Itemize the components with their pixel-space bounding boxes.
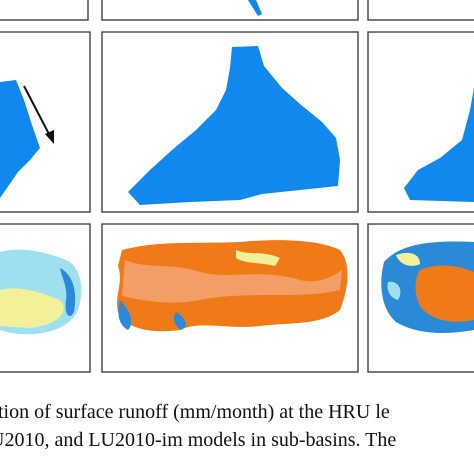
runoff-map (236, 250, 280, 266)
runoff-map (415, 265, 474, 322)
basin (404, 88, 474, 202)
panel (0, 0, 89, 21)
panel (101, 0, 359, 21)
caption-line: tion of surface runoff (mm/month) at the… (0, 401, 390, 423)
arrowhead (45, 130, 54, 144)
panel (367, 0, 474, 21)
runoff-map (387, 281, 401, 300)
basin (248, 0, 262, 16)
runoff-map (122, 260, 342, 303)
runoff-map (0, 288, 64, 328)
caption-line: U2010, and LU2010-im models in sub-basin… (0, 429, 396, 451)
runoff-map (118, 300, 132, 330)
runoff-map (173, 312, 186, 330)
basin (128, 46, 340, 205)
runoff-map (60, 268, 76, 316)
runoff-map (396, 252, 420, 266)
arrow (23, 85, 51, 137)
basin (0, 80, 40, 198)
